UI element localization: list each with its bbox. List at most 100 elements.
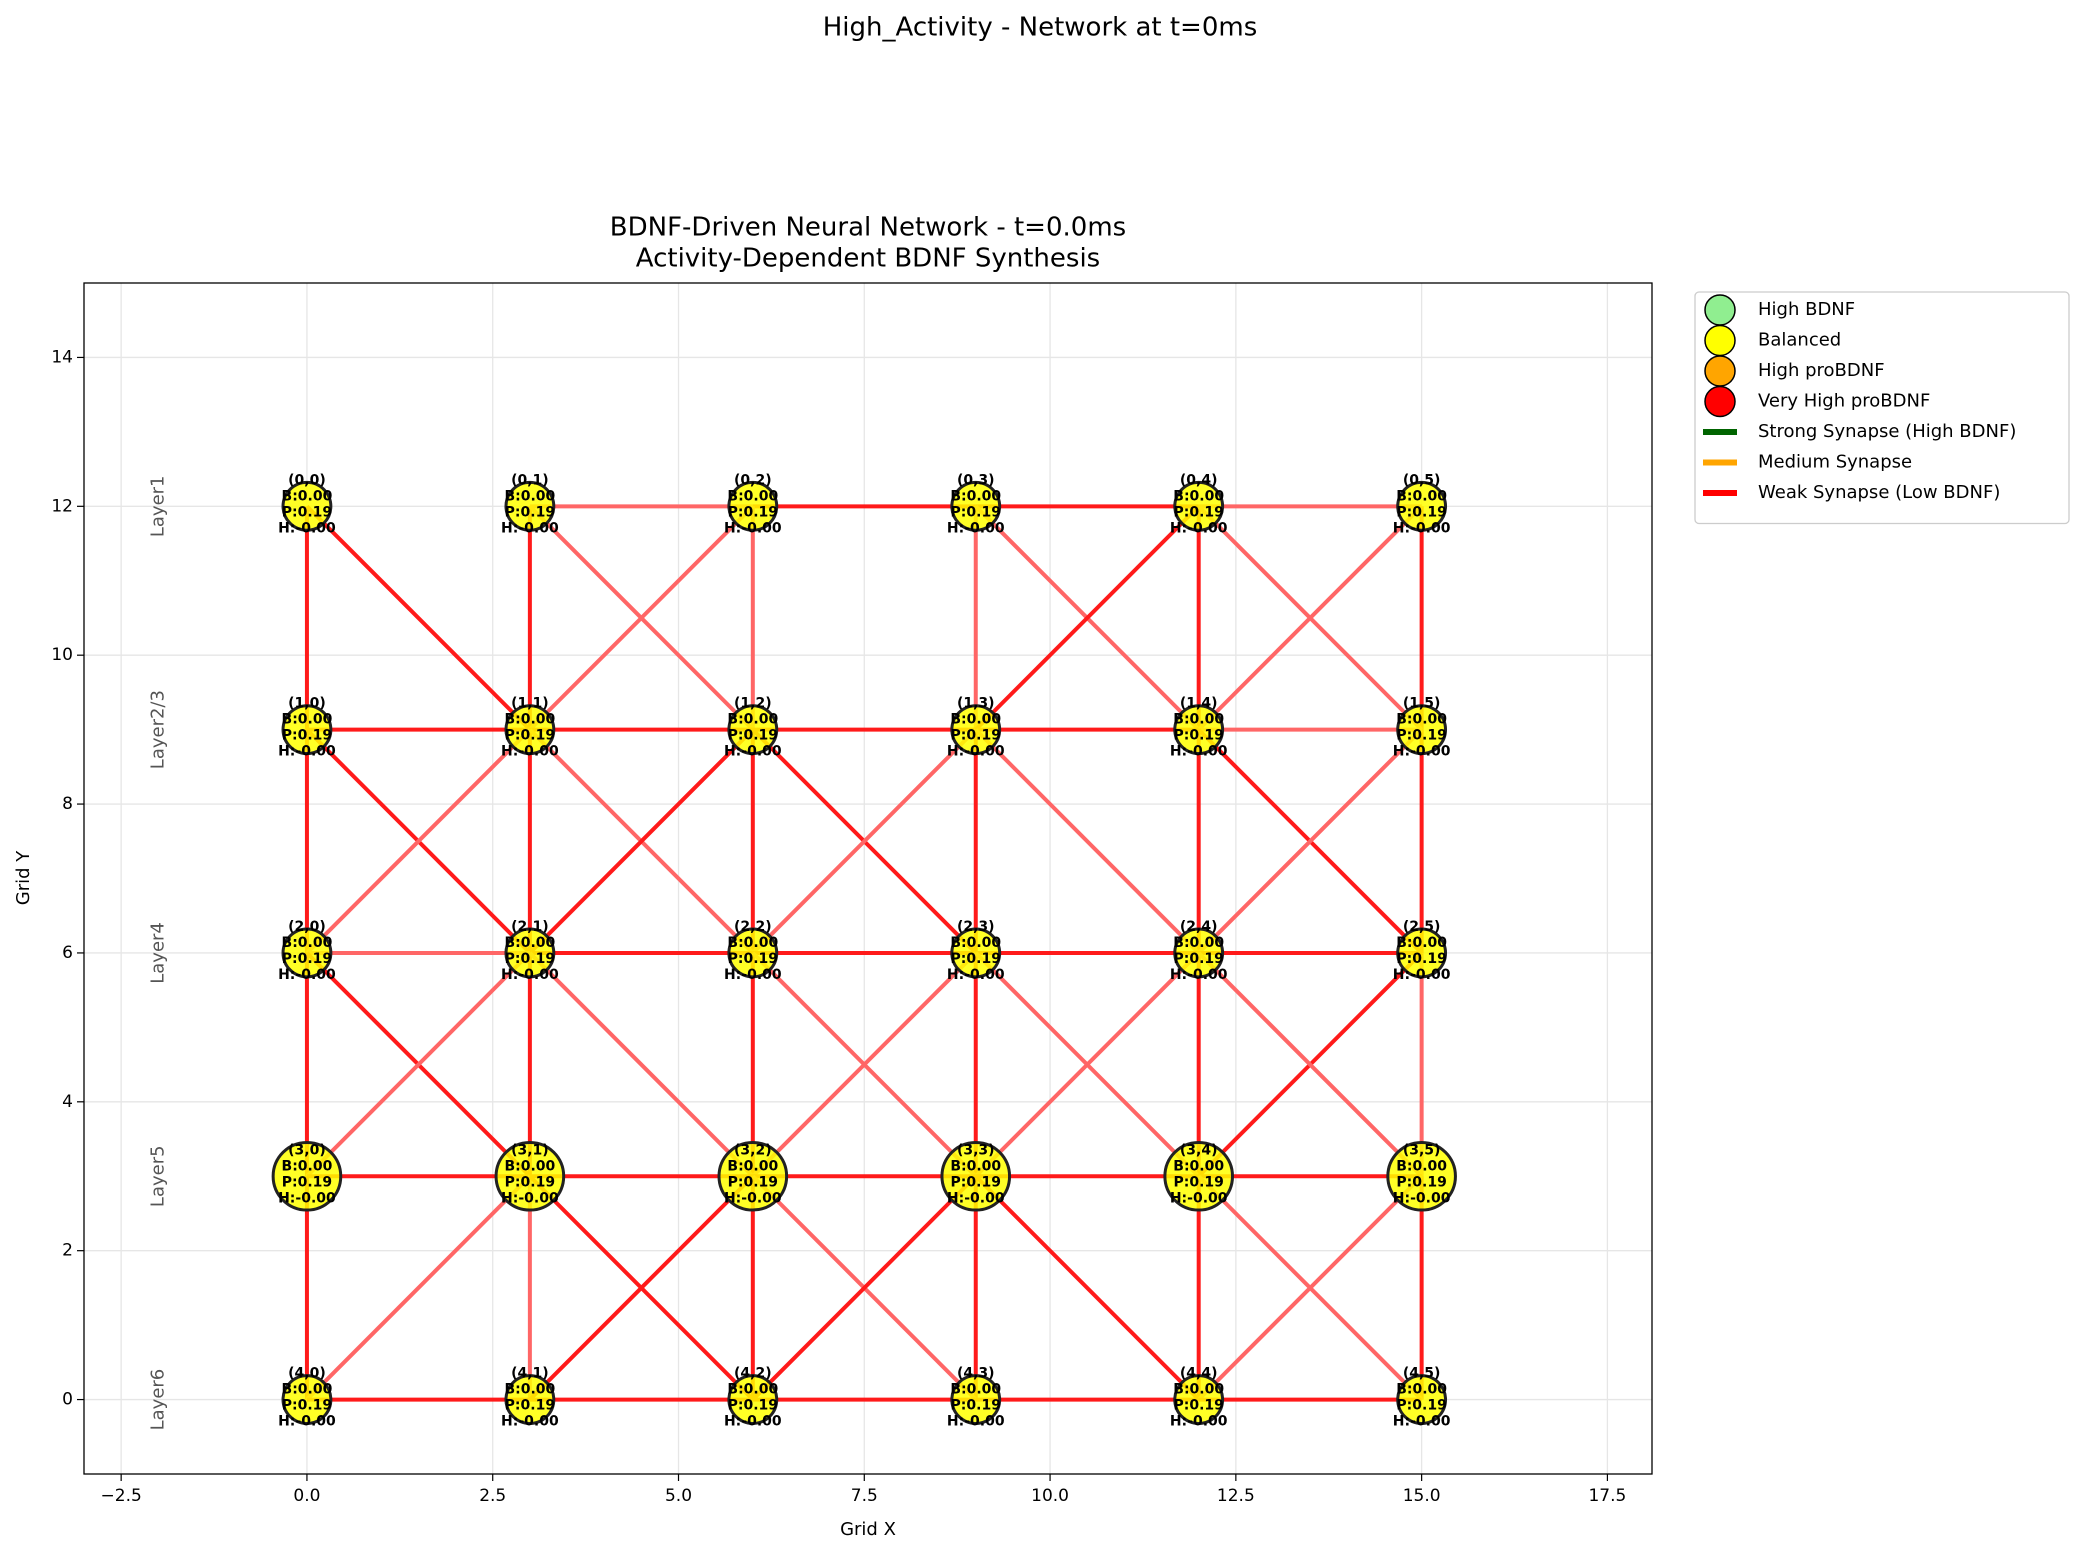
legend-label: Strong Synapse (High BDNF) [1758,421,2016,442]
neuron-label: H:-0.00 [947,520,1005,536]
neuron-label: (0,0) [288,472,326,488]
neuron-label: P:0.19 [505,1398,555,1414]
legend-marker [1704,385,1736,418]
legend-marker [1704,324,1736,357]
legend-label: High BDNF [1758,299,1855,320]
neuron [1396,1374,1448,1425]
chart-title: BDNF-Driven Neural Network - t=0.0ms [610,213,1126,243]
y-tick-label: 10 [51,645,73,665]
neuron-label: H:-0.00 [724,1190,782,1206]
neuron [950,704,1002,756]
neuron-label: (4,4) [1180,1366,1218,1382]
neuron-label: (1,3) [957,696,995,712]
neuron-label: (2,5) [1403,919,1441,935]
neuron-label: P:0.19 [282,1174,332,1190]
neuron-label: (3,2) [734,1142,772,1158]
neuron-label: P:0.19 [1396,728,1446,744]
neuron-label: H:-0.00 [1170,1190,1228,1206]
x-tick-label: 7.5 [851,1486,878,1506]
legend-label: High proBDNF [1758,360,1885,381]
neuron-label: B:0.00 [282,1382,333,1398]
neuron-label: P:0.19 [1173,951,1223,967]
neuron-label: P:0.19 [1396,1398,1446,1414]
synapse [974,504,1201,732]
synapse [751,951,978,1178]
neuron-label: B:0.00 [504,935,555,951]
neuron-label: H:-0.00 [724,520,782,536]
neuron-label: B:0.00 [950,1382,1001,1398]
neuron-label: B:0.00 [727,712,778,728]
neuron-label: B:0.00 [1173,1158,1224,1174]
neuron-label: H:-0.00 [1393,1190,1451,1206]
synapse [974,728,1201,955]
legend-label: Very High proBDNF [1758,391,1930,412]
neuron-label: B:0.00 [1396,1158,1447,1174]
neuron-label: B:0.00 [1396,712,1447,728]
chart-subtitle: Activity-Dependent BDNF Synthesis [636,244,1100,274]
neuron [1173,480,1225,532]
neuron-label: H:-0.00 [1170,967,1228,983]
neuron [727,1374,779,1425]
neuron-label: P:0.19 [951,951,1001,967]
neuron [717,1140,789,1212]
neuron-label: (2,4) [1180,919,1218,935]
synapse [305,504,532,732]
x-tick-label: 12.5 [1217,1486,1255,1506]
neuron-label: H:-0.00 [724,744,782,760]
suptitle: High_Activity - Network at t=0ms [823,13,1258,43]
neuron-label: B:0.00 [504,488,555,504]
neuron [1386,1140,1457,1212]
neuron [504,1374,556,1425]
neuron-label: H:-0.00 [724,1414,782,1430]
synapse [305,951,532,1178]
neuron-label: P:0.19 [951,728,1001,744]
neuron-label: (1,5) [1403,696,1441,712]
neuron-label: B:0.00 [282,1158,333,1174]
neuron-label: P:0.19 [1173,728,1223,744]
neuron-label: B:0.00 [282,935,333,951]
neuron-label: P:0.19 [728,504,778,520]
neuron-label: (3,3) [957,1142,995,1158]
neuron [1173,704,1225,756]
neuron-label: (2,0) [288,919,326,935]
neuron-label: P:0.19 [951,1398,1001,1414]
neuron-label: (3,0) [288,1142,326,1158]
neuron-label: H:-0.00 [278,1190,336,1206]
neuron-label: B:0.00 [282,712,333,728]
neuron-label: H:-0.00 [1393,1414,1451,1430]
neuron-label: B:0.00 [504,1158,555,1174]
y-tick-label: 4 [62,1092,73,1112]
neuron-label: (0,4) [1180,472,1218,488]
neuron-label: P:0.19 [1173,1398,1223,1414]
neuron [1163,1140,1234,1212]
neuron-label: H:-0.00 [501,520,559,536]
neuron-label: P:0.19 [728,951,778,967]
neuron-label: B:0.00 [1173,1382,1224,1398]
layer-label: Layer1 [147,475,168,537]
layer-label: Layer4 [147,922,168,984]
legend-label: Balanced [1758,330,1841,351]
legend-marker [1704,355,1736,387]
neuron [494,1140,566,1212]
y-tick-label: 0 [62,1390,73,1410]
neuron-label: H:-0.00 [1170,520,1228,536]
synapse [528,504,755,732]
neuron [950,927,1002,979]
neuron-label: B:0.00 [727,488,778,504]
layer-label: Layer2/3 [147,690,168,769]
neuron-label: P:0.19 [728,1398,778,1414]
x-tick-label: −2.5 [101,1486,142,1506]
neuron [950,1374,1002,1425]
neuron [1396,480,1448,532]
synapse [1197,728,1424,955]
synapse [974,951,1201,1178]
neuron-label: B:0.00 [727,1382,778,1398]
neuron [727,704,779,756]
neuron [727,927,779,979]
neuron-label: B:0.00 [504,1382,555,1398]
neuron-label: (2,1) [511,919,549,935]
neuron-label: (4,1) [511,1366,549,1382]
neuron [1173,1374,1225,1425]
